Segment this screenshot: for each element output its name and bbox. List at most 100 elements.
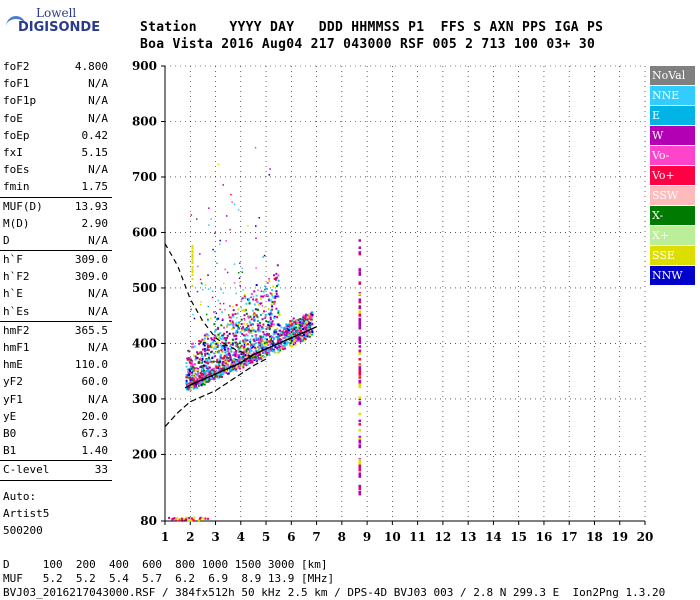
echo-point (269, 318, 272, 321)
echo-point (231, 343, 234, 346)
echo-point (272, 296, 275, 299)
x-tick-label: 13 (460, 530, 477, 544)
echo-point (269, 337, 272, 340)
echo-point (299, 317, 302, 320)
echo-point (248, 359, 251, 362)
echo-point (273, 331, 276, 334)
echo-point (282, 329, 285, 332)
echo-point (245, 364, 248, 367)
echo-point (206, 337, 209, 340)
echo-point (192, 342, 195, 345)
x-tick-label: 20 (637, 530, 654, 544)
echo-point (229, 356, 232, 359)
echo-point (234, 331, 237, 334)
param-key: h`F (3, 253, 23, 267)
parameter-panel: foF2 4.800 foF1 N/A foF1p N/A foE N/A foEp 0.42 fx… (0, 58, 112, 539)
echo-point (240, 300, 243, 303)
echo-point (256, 354, 259, 357)
echo-point (249, 322, 252, 325)
echo-point (358, 251, 362, 254)
echo-point (243, 348, 246, 351)
echo-point (250, 359, 253, 362)
echo-point (297, 332, 300, 335)
echo-point (194, 383, 197, 386)
echo-point (248, 297, 251, 300)
echo-point (204, 354, 207, 357)
echo-point (171, 518, 174, 521)
echo-point (311, 314, 314, 317)
echo-point (274, 351, 277, 354)
echo-point (192, 313, 194, 316)
echo-point (261, 318, 264, 321)
echo-point (214, 368, 217, 371)
echo-point (243, 330, 246, 333)
echo-point (267, 333, 270, 336)
echo-point (192, 387, 195, 390)
echo-point (244, 353, 247, 356)
echo-point (358, 281, 362, 284)
autoscale-line2: Artist5 (3, 506, 50, 520)
echo-point (194, 369, 197, 372)
echo-point (274, 278, 277, 281)
echo-point (247, 316, 250, 319)
echo-point (258, 302, 261, 305)
echo-point (216, 376, 219, 379)
echo-point (245, 343, 248, 346)
echo-point (297, 318, 300, 321)
echo-point (358, 402, 362, 406)
echo-point (201, 355, 204, 358)
echo-point (244, 297, 247, 300)
echo-point (213, 339, 216, 342)
echo-point (194, 376, 197, 379)
echo-point (201, 517, 204, 520)
echo-point (296, 331, 299, 334)
echo-point (198, 378, 201, 381)
echo-point (241, 271, 244, 274)
echo-point (264, 313, 267, 316)
echo-point (358, 419, 362, 423)
echo-point (358, 462, 362, 465)
echo-point (244, 328, 247, 331)
param-key: hmF1 (3, 341, 30, 354)
echo-point (261, 343, 264, 346)
echo-point (264, 285, 266, 288)
echo-point (192, 375, 195, 378)
echo-point (238, 357, 241, 360)
echo-point (296, 318, 299, 321)
echo-point (262, 351, 265, 354)
echo-point (358, 273, 362, 276)
echo-point (283, 331, 286, 334)
legend-item: NNW (650, 266, 695, 285)
echo-point (205, 357, 208, 360)
echo-point (200, 361, 203, 364)
echo-point (301, 335, 304, 338)
echo-point (204, 517, 207, 520)
param-key: C-level (3, 463, 50, 477)
echo-point (272, 323, 275, 326)
echo-point (203, 348, 206, 351)
echo-point (202, 364, 205, 367)
param-value: 1.75 (81, 180, 109, 194)
echo-point (199, 516, 202, 519)
echo-point (214, 316, 216, 318)
param-key: D (3, 233, 10, 247)
echo-point (230, 321, 233, 324)
echo-point (188, 350, 191, 353)
echo-point (236, 328, 239, 331)
echo-point (219, 344, 222, 347)
echo-point (358, 268, 362, 272)
param-separator (0, 460, 112, 462)
echo-point (260, 346, 263, 349)
param-row: yF2 60.0 (0, 373, 112, 390)
echo-point (358, 444, 362, 447)
echo-point (358, 423, 362, 426)
echo-point (198, 352, 201, 355)
echo-point (214, 232, 216, 234)
echo-point (208, 379, 211, 382)
param-separator (0, 196, 112, 198)
param-value: N/A (88, 77, 108, 91)
echo-point (219, 367, 222, 370)
param-separator (0, 479, 112, 481)
echo-point (185, 517, 188, 520)
echo-point (265, 333, 268, 336)
